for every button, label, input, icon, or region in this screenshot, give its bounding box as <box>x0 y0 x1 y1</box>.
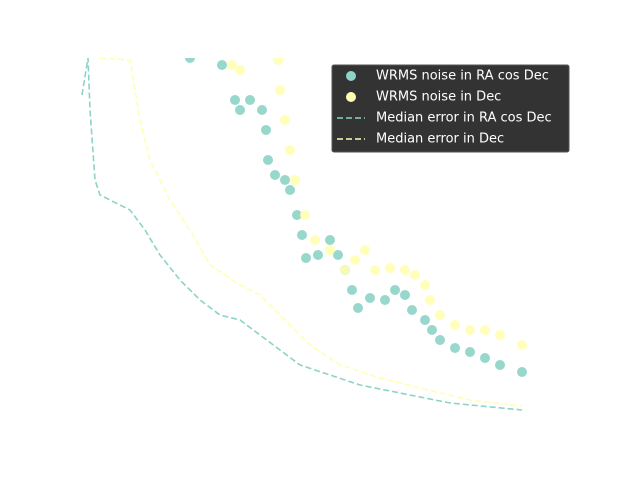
point <box>235 105 245 115</box>
point <box>400 265 410 275</box>
legend-label: WRMS noise in RA cos Dec <box>376 69 549 84</box>
point <box>407 305 417 315</box>
point <box>350 255 360 265</box>
point <box>347 285 357 295</box>
point <box>410 270 420 280</box>
point <box>480 353 490 363</box>
point <box>517 340 527 350</box>
point <box>435 310 445 320</box>
point <box>257 105 267 115</box>
point <box>495 330 505 340</box>
legend-box <box>331 64 570 153</box>
point <box>325 235 335 245</box>
point <box>465 325 475 335</box>
point <box>263 155 273 165</box>
point <box>353 303 363 313</box>
point <box>495 360 505 370</box>
point <box>450 320 460 330</box>
point <box>435 335 445 345</box>
point <box>261 125 271 135</box>
point <box>285 145 295 155</box>
point <box>420 315 430 325</box>
point <box>227 60 237 70</box>
point <box>300 210 310 220</box>
legend: WRMS noise in RA cos Dec WRMS noise in De… <box>331 64 570 153</box>
point <box>385 263 395 273</box>
point <box>450 343 460 353</box>
point <box>235 65 245 75</box>
point <box>465 347 475 357</box>
point <box>185 58 195 63</box>
point <box>290 175 300 185</box>
point <box>390 285 400 295</box>
point <box>517 367 527 377</box>
point <box>280 175 290 185</box>
point <box>285 185 295 195</box>
point <box>360 245 370 255</box>
point <box>245 95 255 105</box>
legend-label: Median error in Dec <box>376 132 504 147</box>
point <box>340 265 350 275</box>
point <box>313 250 323 260</box>
point <box>325 245 335 255</box>
legend-label: WRMS noise in Dec <box>376 90 501 105</box>
legend-label: Median error in RA cos Dec <box>376 111 552 126</box>
line <box>81 58 523 411</box>
point <box>370 265 380 275</box>
point <box>480 325 490 335</box>
point <box>273 58 283 65</box>
point <box>292 210 302 220</box>
line <box>99 58 523 407</box>
point <box>270 170 280 180</box>
point <box>297 230 307 240</box>
point <box>420 280 430 290</box>
legend-marker <box>346 92 356 102</box>
point <box>400 290 410 300</box>
point <box>301 253 311 263</box>
point <box>380 295 390 305</box>
point <box>427 325 437 335</box>
point <box>425 295 435 305</box>
legend-marker <box>346 71 356 81</box>
point <box>275 85 285 95</box>
point <box>365 293 375 303</box>
point <box>230 95 240 105</box>
point <box>280 115 290 125</box>
point <box>310 235 320 245</box>
point <box>333 250 343 260</box>
point <box>217 60 227 70</box>
plot-area <box>81 58 527 411</box>
